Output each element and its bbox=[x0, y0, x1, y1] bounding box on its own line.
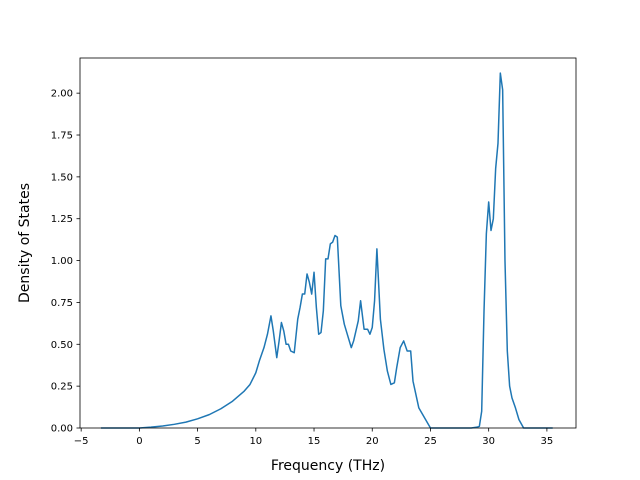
axes-frame bbox=[79, 57, 577, 429]
x-tick-label: 0 bbox=[136, 436, 142, 447]
x-tick-label: 10 bbox=[249, 436, 262, 447]
y-tick-label: 1.50 bbox=[51, 172, 73, 183]
x-tick-label: 15 bbox=[308, 436, 321, 447]
y-axis-label: Density of States bbox=[17, 183, 33, 303]
y-axis: 0.00 0.25 0.50 0.75 1.00 1.25 1.50 1.75 2.00 bbox=[51, 89, 80, 435]
x-tick-label: 20 bbox=[366, 436, 379, 447]
x-tick-label: 30 bbox=[482, 436, 495, 447]
x-axis-label: Frequency (THz) bbox=[271, 458, 385, 474]
x-axis: −5 0 5 10 15 20 25 30 35 bbox=[74, 428, 553, 447]
y-tick-label: 0.00 bbox=[51, 424, 73, 435]
x-tick-label: −5 bbox=[74, 436, 89, 447]
y-tick-label: 0.75 bbox=[51, 298, 73, 309]
y-tick-label: 0.25 bbox=[51, 382, 73, 393]
y-tick-label: 1.25 bbox=[51, 214, 73, 225]
y-tick-label: 1.00 bbox=[51, 256, 73, 267]
y-tick-label: 2.00 bbox=[51, 89, 73, 100]
series-line-0 bbox=[100, 72, 553, 429]
x-tick-label: 25 bbox=[424, 436, 437, 447]
x-tick-label: 5 bbox=[194, 436, 200, 447]
y-tick-label: 0.50 bbox=[51, 340, 73, 351]
x-tick-label: 35 bbox=[541, 436, 554, 447]
y-tick-label: 1.75 bbox=[51, 131, 73, 142]
plot-area bbox=[100, 72, 553, 429]
